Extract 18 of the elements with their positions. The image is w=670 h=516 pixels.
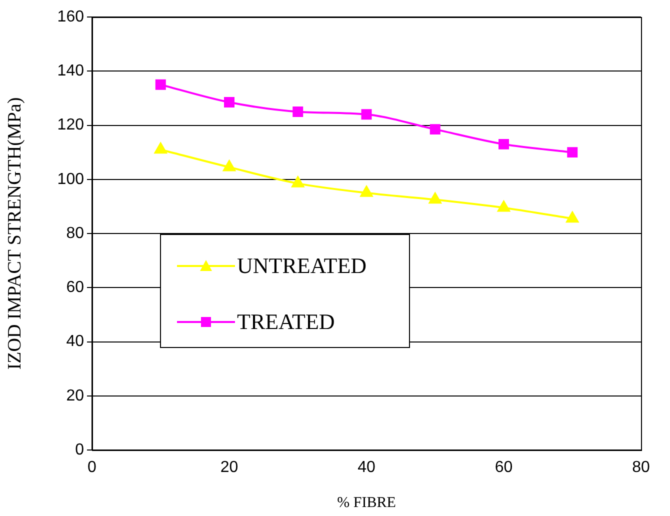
y-tick-label: 0: [75, 441, 84, 458]
y-tick-label: 40: [66, 333, 84, 350]
y-tick-label: 80: [66, 224, 84, 242]
y-tick-label: 120: [57, 116, 84, 134]
y-tick-label: 100: [57, 170, 84, 188]
x-tick-label: 20: [220, 459, 238, 476]
legend-label: UNTREATED: [237, 253, 367, 279]
y-tick-label: 160: [57, 8, 84, 26]
legend-label: TREATED: [237, 309, 335, 335]
x-tick-label: 60: [494, 459, 513, 476]
y-tick-label: 60: [66, 279, 84, 296]
x-tick-label: 0: [88, 459, 97, 476]
x-tick-label: 40: [358, 459, 376, 476]
y-tick-label: 140: [57, 62, 84, 80]
x-tick-label: 80: [632, 459, 650, 476]
x-axis-title: % FIBRE: [337, 494, 396, 511]
y-axis-title: IZOD IMPACT STRENGTH(MPa): [4, 97, 26, 370]
y-tick-label: 20: [66, 387, 84, 404]
